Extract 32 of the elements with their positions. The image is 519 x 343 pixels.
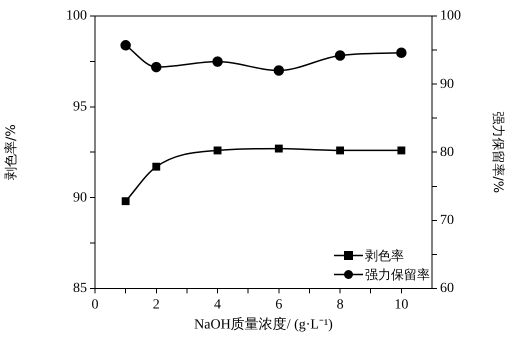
- x-tick-label: 2: [152, 297, 160, 312]
- x-tick-label: 4: [214, 297, 222, 312]
- point: [214, 146, 222, 154]
- y-tick-label: 100: [66, 8, 87, 24]
- y2-tick-label: 70: [440, 212, 454, 228]
- x-tick-label: 10: [394, 297, 408, 312]
- legend-label: 强力保留率: [365, 266, 430, 284]
- y-tick-label: 85: [73, 281, 87, 296]
- x-tick-label: 6: [275, 297, 282, 312]
- point: [274, 65, 284, 76]
- point: [151, 62, 162, 72]
- y-tick-label: 90: [73, 190, 87, 206]
- x-tick-label: 8: [336, 297, 344, 312]
- point: [334, 50, 346, 61]
- point: [397, 146, 406, 154]
- point: [212, 56, 223, 67]
- y-axis-title: 剥色率/%: [3, 124, 20, 180]
- y2-axis-title: 强力保留率/%: [490, 111, 506, 194]
- point: [336, 146, 344, 154]
- point: [152, 162, 160, 171]
- point: [396, 48, 407, 58]
- y2-tick-label: 100: [440, 8, 461, 24]
- y-tick-label: 95: [73, 99, 87, 114]
- y2-tick-label: 80: [440, 144, 454, 160]
- y2-tick-label: 60: [440, 281, 454, 296]
- y2-tick-label: 90: [440, 76, 454, 92]
- point: [120, 40, 131, 51]
- x-axis-title: NaOH质量浓度/ (g·L⁻¹): [194, 316, 334, 332]
- point: [274, 144, 283, 152]
- legend-label: 剥色率: [365, 248, 404, 265]
- x-tick-label: 0: [92, 297, 98, 312]
- point: [122, 197, 130, 206]
